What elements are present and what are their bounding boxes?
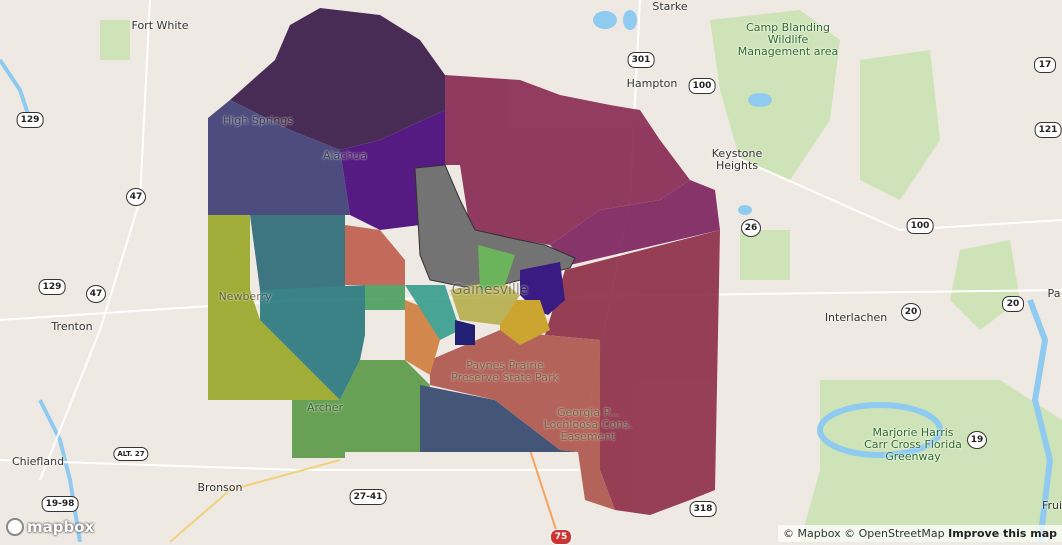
mapbox-logo[interactable]: mapbox bbox=[6, 518, 94, 536]
region-small-green[interactable] bbox=[365, 285, 405, 310]
route-shield: ALT. 27 bbox=[113, 447, 148, 461]
place-label-newberry: Newberry bbox=[218, 291, 271, 303]
place-label-hampton: Hampton bbox=[627, 78, 678, 90]
place-label-keystone-heights: Keystone Heights bbox=[712, 148, 762, 172]
place-label-alachua: Alachua bbox=[323, 150, 367, 162]
interstate-shield: 75 bbox=[550, 529, 572, 545]
region-west-salmon[interactable] bbox=[345, 225, 405, 285]
attribution: © Mapbox © OpenStreetMap Improve this ma… bbox=[778, 525, 1062, 542]
route-shield: 47 bbox=[126, 188, 146, 206]
osm-attribution-link[interactable]: © OpenStreetMap bbox=[844, 527, 945, 540]
route-shield: 301 bbox=[628, 52, 655, 68]
mapbox-logo-text: mapbox bbox=[27, 518, 94, 536]
route-shield: 20 bbox=[901, 303, 921, 321]
place-label-fruitland: Frui bbox=[1042, 500, 1062, 512]
route-shield: 129 bbox=[39, 279, 66, 295]
improve-map-link[interactable]: Improve this map bbox=[948, 527, 1057, 540]
place-label-chiefland: Chiefland bbox=[12, 456, 64, 468]
place-label-starke: Starke bbox=[652, 1, 687, 13]
route-shield: 19-98 bbox=[42, 496, 79, 512]
route-shield: 121 bbox=[1035, 122, 1062, 138]
route-shield: 17 bbox=[1034, 57, 1056, 73]
place-label-bronson: Bronson bbox=[198, 482, 243, 494]
route-shield: 129 bbox=[17, 112, 44, 128]
mapbox-attribution-link[interactable]: © Mapbox bbox=[783, 527, 841, 540]
route-shield: 100 bbox=[689, 78, 716, 94]
route-shield: 26 bbox=[741, 219, 761, 237]
route-shield: 20 bbox=[1002, 296, 1024, 312]
place-label-high-springs: High Springs bbox=[223, 115, 293, 127]
region-south-gainesville-navy[interactable] bbox=[455, 320, 475, 345]
place-label-gainesville: Gainesville bbox=[452, 284, 529, 296]
route-shield: 27-41 bbox=[350, 489, 387, 505]
route-shield: 19 bbox=[967, 431, 987, 449]
park-label-paynes-prairie: Paynes Prairie Preserve State Park bbox=[451, 360, 559, 384]
park-label-camp-blanding: Camp Blanding Wildlife Management area bbox=[738, 22, 839, 58]
route-shield: 47 bbox=[86, 285, 106, 303]
place-label-trenton: Trenton bbox=[51, 321, 92, 333]
region-west-teal[interactable] bbox=[250, 215, 345, 290]
mapbox-logo-icon bbox=[6, 518, 24, 536]
park-label-lochloosa: Georgia P... Lochloosa Cons. Easement bbox=[544, 407, 633, 443]
park-label-greenway: Marjorie Harris Carr Cross Florida Green… bbox=[864, 427, 962, 463]
route-shield: 100 bbox=[907, 218, 934, 234]
place-label-interlachen: Interlachen bbox=[825, 312, 887, 324]
route-shield: 318 bbox=[690, 501, 717, 517]
place-label-palatka: Pa bbox=[1048, 288, 1061, 300]
place-label-fort-white: Fort White bbox=[132, 20, 189, 32]
place-label-archer: Archer bbox=[307, 402, 343, 414]
